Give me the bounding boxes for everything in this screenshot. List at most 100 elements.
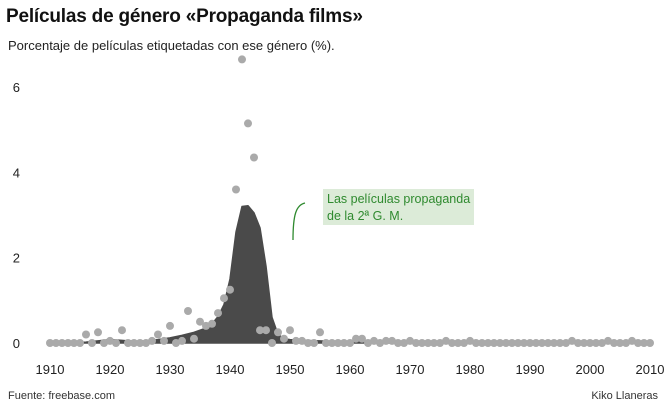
data-point [154,330,162,339]
data-point [640,339,648,347]
x-tick-label: 1990 [516,362,545,377]
data-point [508,339,516,347]
data-point [46,339,54,347]
data-point [238,55,246,64]
data-point [148,336,156,345]
data-point [376,339,384,347]
data-point [484,339,492,347]
annotation-line-2: de la 2ª G. M. [327,209,404,223]
source-label: Fuente: freebase.com [8,390,116,402]
data-point [334,339,342,347]
data-point [304,339,312,347]
data-point [532,339,540,347]
data-point [274,328,282,337]
data-point [586,339,594,347]
data-point [310,339,318,347]
data-point [418,339,426,347]
data-point [316,328,324,337]
data-point [166,321,174,330]
data-point [622,339,630,347]
data-point [292,336,300,345]
data-point [100,339,108,347]
data-point [634,339,642,347]
x-tick-label: 2010 [636,362,665,377]
data-point [214,309,222,318]
data-point [124,339,132,347]
data-point [220,294,228,303]
data-point [70,339,78,347]
data-point [430,339,438,347]
y-axis-ticks: 0 2 4 6 [13,80,20,351]
data-point [544,339,552,347]
data-point [268,339,276,347]
data-point [490,339,498,347]
data-point [94,328,102,337]
data-point [244,119,252,128]
x-tick-label: 1980 [456,362,485,377]
data-point [58,339,66,347]
y-tick-label: 0 [13,336,20,351]
data-point [574,339,582,347]
data-point [370,336,378,345]
data-point [364,339,372,347]
chart-subtitle: Porcentaje de películas etiquetadas con … [8,38,335,53]
data-point [88,339,96,347]
data-point [460,339,468,347]
data-point [580,339,588,347]
annotation-bracket [292,202,306,241]
y-tick-label: 4 [13,165,20,180]
data-point [616,339,624,347]
data-point [184,307,192,315]
annotation-text: Las películas propaganda de la 2ª G. M. [327,191,470,225]
credit-label: Kiko Llaneras [591,390,658,402]
data-point [328,339,336,347]
data-point [562,339,570,347]
area-series [67,204,645,344]
data-point [382,336,390,345]
x-tick-label: 1940 [216,362,245,377]
data-point [352,334,360,343]
data-point [424,339,432,347]
data-point [598,339,606,347]
data-point [340,339,348,347]
x-tick-label: 2000 [576,362,605,377]
data-point [478,339,486,347]
chart-title: Películas de género «Propaganda films» [6,6,363,27]
data-point [256,326,264,335]
data-point [262,326,270,335]
data-point [82,330,90,339]
data-point [628,336,636,345]
data-point [592,339,600,347]
data-point [130,339,138,347]
annotation-line-1: Las películas propaganda [327,192,471,206]
data-point [610,339,618,347]
x-tick-label: 1910 [36,362,65,377]
data-point [190,334,198,343]
data-point [466,336,474,345]
data-point [400,339,408,347]
data-point [520,339,528,347]
data-point [142,339,150,347]
x-tick-label: 1930 [156,362,185,377]
data-point [280,334,288,343]
data-point [64,339,72,347]
data-point [118,326,126,335]
data-point [208,319,216,328]
area-layer [67,204,645,344]
data-point [646,339,654,347]
data-point [448,339,456,347]
data-point [232,185,240,194]
data-point [496,339,504,347]
data-point [502,339,510,347]
data-point [388,336,396,345]
data-point [526,339,534,347]
data-point [76,339,84,347]
data-point [106,336,114,345]
data-point [136,339,144,347]
data-point [322,339,330,347]
data-point [436,339,444,347]
data-point [556,339,564,347]
data-point [454,339,462,347]
data-point [568,336,576,345]
